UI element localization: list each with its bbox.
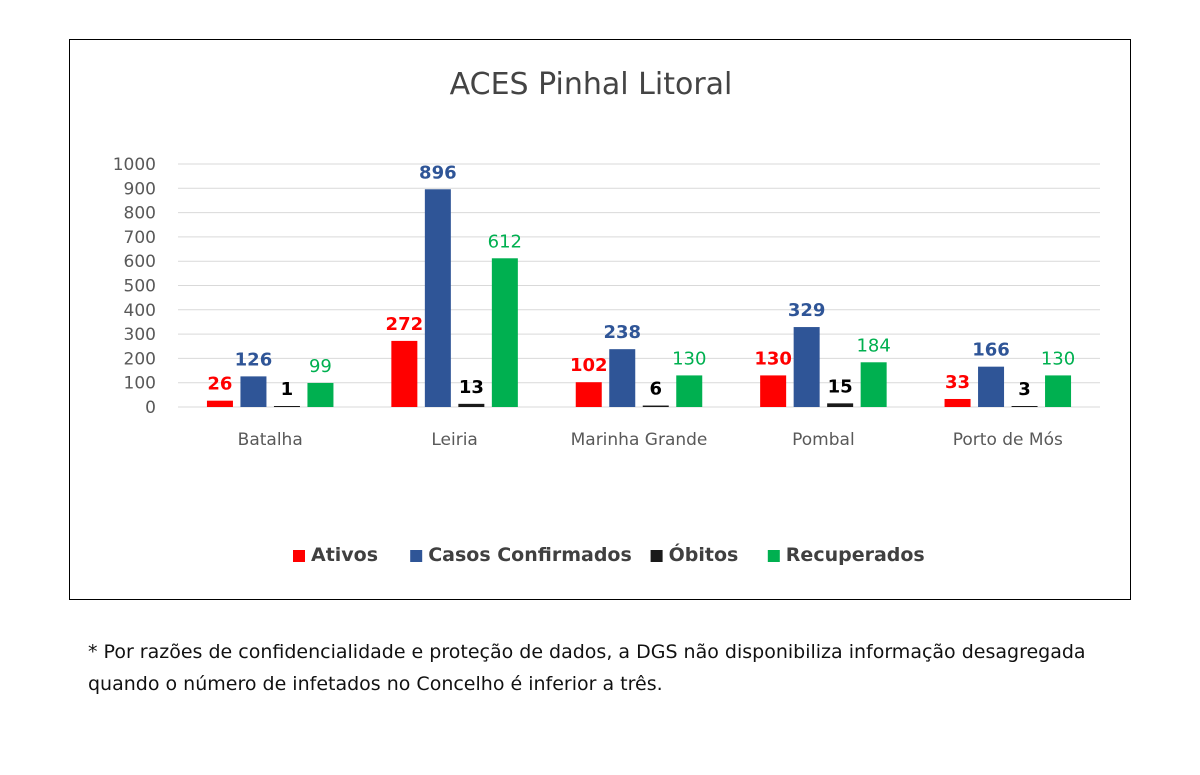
bar [240, 376, 267, 407]
legend-swatch [767, 550, 780, 562]
data-label: 272 [386, 314, 424, 335]
data-label: 15 [828, 376, 853, 397]
data-label: 329 [788, 300, 826, 321]
legend: Ativos Casos Confirmados Óbitos Recuperados [293, 542, 925, 566]
bar [424, 189, 451, 407]
bar [978, 366, 1005, 407]
bar [307, 382, 334, 407]
y-tick-label: 0 [145, 398, 156, 418]
bar-chart: ACES Pinhal Litoral 0 100 200 300 400 500 600 7… [113, 67, 1100, 566]
data-label: 1 [281, 379, 294, 400]
y-tick-label: 600 [124, 252, 156, 272]
chart-title: ACES Pinhal Litoral [450, 67, 733, 102]
x-axis-labels: Batalha Leiria Marinha Grande Pombal Porto d… [238, 430, 1063, 450]
data-label: 3 [1018, 379, 1031, 400]
bar [676, 375, 703, 407]
data-label: 33 [945, 372, 970, 393]
y-axis-ticks: 0 100 200 300 400 500 600 700 800 900 1000 [113, 155, 156, 418]
data-label: 99 [309, 356, 332, 377]
legend-label: Ativos [311, 544, 378, 566]
x-tick-label: Leiria [431, 430, 477, 450]
bar [760, 375, 787, 407]
legend-label: Casos Confirmados [428, 544, 632, 566]
data-label: 166 [972, 340, 1010, 361]
x-tick-label: Pombal [792, 430, 855, 450]
y-tick-label: 200 [124, 349, 156, 369]
data-label: 612 [488, 231, 522, 252]
data-label: 896 [419, 162, 457, 183]
data-label: 130 [1041, 348, 1075, 369]
bar [609, 349, 636, 407]
data-label: 26 [207, 374, 232, 395]
data-label: 130 [754, 348, 792, 369]
footnote: * Por razões de confidencialidade e prot… [88, 641, 1086, 695]
x-tick-label: Marinha Grande [571, 430, 708, 450]
legend-swatch [410, 550, 423, 562]
x-tick-label: Porto de Mós [953, 430, 1063, 450]
chart-frame: ACES Pinhal Litoral 0 100 200 300 400 500 600 7… [69, 39, 1131, 600]
legend-label: Óbitos [669, 542, 739, 566]
bar [391, 340, 418, 407]
bar [491, 258, 518, 407]
bar [944, 398, 971, 407]
x-tick-label: Batalha [238, 430, 303, 450]
y-tick-label: 1000 [113, 155, 156, 175]
data-label: 102 [570, 355, 608, 376]
legend-label: Recuperados [786, 544, 925, 566]
bar [860, 362, 887, 407]
data-label: 130 [672, 348, 706, 369]
y-tick-label: 800 [124, 204, 156, 224]
y-tick-label: 300 [124, 325, 156, 345]
data-label: 13 [459, 377, 484, 398]
bar [642, 405, 669, 407]
y-tick-label: 900 [124, 179, 156, 199]
bar [273, 406, 300, 407]
y-tick-label: 700 [124, 228, 156, 248]
bar [827, 403, 854, 407]
bar [206, 400, 233, 407]
grid [178, 163, 1100, 408]
bar [575, 382, 602, 407]
legend-swatch [293, 550, 305, 562]
data-label: 238 [603, 322, 641, 343]
y-tick-label: 100 [124, 374, 156, 394]
y-tick-label: 500 [124, 277, 156, 297]
bar [793, 327, 820, 407]
bar [458, 403, 485, 407]
bars [206, 189, 1072, 407]
data-label: 126 [235, 349, 273, 370]
data-label: 184 [856, 335, 890, 356]
y-tick-label: 400 [124, 301, 156, 321]
legend-swatch [650, 550, 663, 562]
bar [1045, 375, 1072, 407]
bar [1011, 406, 1038, 407]
data-label: 6 [649, 379, 662, 400]
